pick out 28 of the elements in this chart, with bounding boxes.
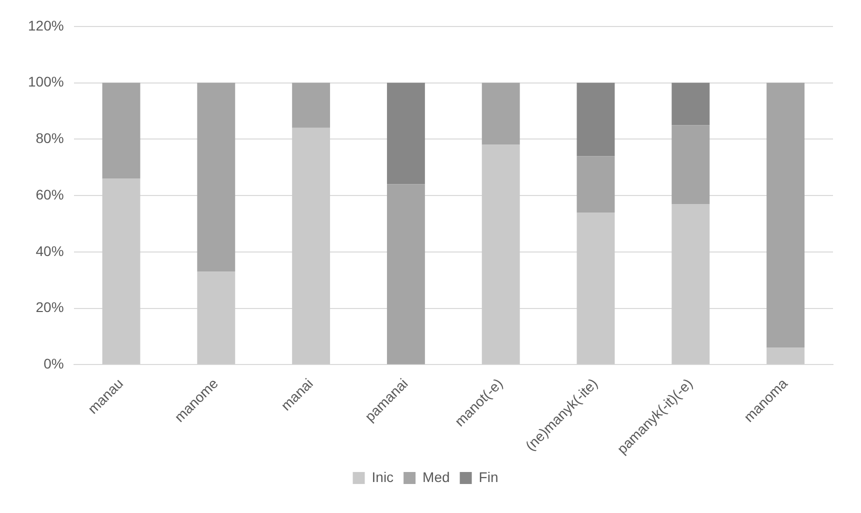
- y-tick-label: 40%: [36, 242, 64, 259]
- legend-label: Inic: [372, 468, 394, 485]
- bar: [197, 82, 236, 272]
- bar: [102, 82, 140, 179]
- legend-label: Med: [422, 468, 450, 485]
- y-tick-label: 20%: [36, 299, 64, 316]
- bar: [766, 348, 805, 364]
- bar: [576, 82, 615, 156]
- legend-label: Fin: [478, 468, 498, 485]
- bar: [482, 144, 520, 364]
- bar: [672, 125, 710, 204]
- bar: [482, 82, 520, 145]
- y-tick-label: 120%: [28, 17, 64, 34]
- y-tick-label: 60%: [36, 186, 64, 202]
- y-tick-label: 0%: [44, 356, 64, 372]
- y-tick-label: 100%: [28, 74, 64, 90]
- bar: [386, 82, 425, 184]
- bar: [576, 212, 615, 364]
- bar: [102, 178, 140, 364]
- bar: [766, 82, 805, 348]
- bar: [197, 272, 236, 364]
- y-tick-label: 80%: [36, 130, 64, 146]
- bar: [576, 156, 615, 212]
- bar: [292, 82, 330, 128]
- bar: [292, 128, 330, 364]
- bar: [386, 184, 425, 364]
- bar: [672, 82, 710, 126]
- bar: [672, 204, 710, 364]
